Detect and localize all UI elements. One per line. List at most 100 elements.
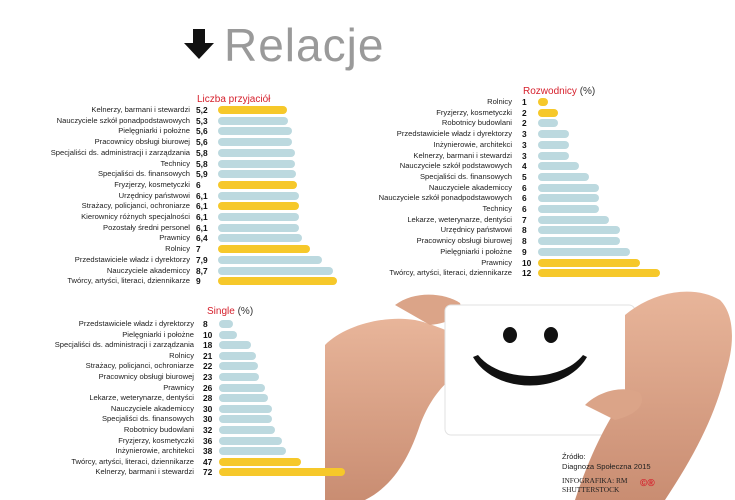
data-label: 12 (522, 268, 532, 279)
category-label: Specjaliści ds. administracji i zarządza… (50, 147, 190, 157)
category-label: Technicy (160, 158, 190, 168)
bar (219, 330, 237, 339)
category-label: Nauczyciele szkół ponadpodstawowych (378, 193, 512, 203)
data-label: 7 (196, 244, 201, 255)
bar (218, 170, 296, 179)
category-label: Pracownicy obsługi biurowej (94, 137, 190, 147)
credit-infographic: INFOGRAFIKA: RM (562, 476, 628, 485)
chart-title: Rozwodnicy (%) (523, 86, 595, 97)
source-name: Diagnoza Społeczna 2015 (562, 462, 651, 471)
data-label: 6,1 (196, 222, 208, 233)
arrow-down-icon (184, 29, 214, 59)
bar (538, 162, 579, 171)
category-label: Przedstawiciele władz i dyrektorzy (74, 254, 190, 264)
bar (219, 351, 256, 360)
bar (219, 447, 286, 456)
category-label: Prawnicy (481, 257, 512, 267)
credits: INFOGRAFIKA: RM SHUTTERSTOCK (562, 476, 628, 494)
bar (218, 191, 299, 200)
category-label: Pracownicy obsługi biurowej (416, 236, 512, 246)
data-label: 7,9 (196, 254, 208, 265)
bar (219, 426, 275, 434)
bar (538, 215, 610, 224)
category-label: Rolnicy (165, 244, 190, 254)
data-label: 6 (196, 179, 201, 190)
category-label: Specjaliści ds. finansowych (419, 171, 512, 181)
data-label: 5,6 (196, 137, 208, 148)
category-label: Pielęgniarki i położne (440, 246, 512, 256)
category-label: Kierownicy różnych specjalności (81, 212, 190, 221)
data-label: 6,1 (196, 201, 208, 212)
data-label: 8 (522, 225, 527, 236)
bar (538, 269, 661, 278)
data-label: 6,1 (196, 190, 208, 201)
bar (218, 106, 287, 114)
data-label: 2 (522, 118, 527, 129)
bar (218, 277, 337, 286)
bar (538, 205, 600, 213)
category-label: Inżynierowie, architekci (115, 446, 195, 456)
chart-title-text: Liczba przyjaciół (197, 94, 271, 105)
data-label: 5,2 (196, 105, 208, 115)
smiley-icon (473, 327, 587, 386)
category-label: Twórcy, artyści, literaci, dziennikarze (71, 456, 194, 466)
bar (219, 383, 265, 392)
bar (219, 457, 302, 466)
category-label: Nauczyciele akademiccy (106, 265, 190, 275)
data-label: 26 (203, 382, 213, 393)
bar (538, 172, 589, 181)
bar (538, 247, 630, 256)
category-label: Fryzjerzy, kosmetyczki (114, 179, 190, 189)
category-label: Rolnicy (169, 350, 194, 360)
category-label: Kelnerzy, barmani i stewardzi (95, 467, 194, 477)
category-label: Specjaliści ds. finansowych (97, 169, 190, 179)
category-label: Pracownicy obsługi biurowej (98, 372, 194, 381)
bar (538, 119, 559, 128)
category-label: Nauczyciele akademiccy (110, 403, 194, 413)
data-label: 32 (203, 425, 213, 435)
data-label: 8,7 (196, 265, 208, 276)
category-label: Urzędnicy państwowi (440, 225, 512, 235)
category-label: Specjaliści ds. administracji i zarządza… (54, 340, 194, 350)
data-label: 5,9 (196, 169, 208, 180)
bar (219, 415, 272, 424)
data-label: 8 (203, 319, 208, 329)
category-label: Pielęgniarki i położne (122, 329, 194, 339)
bar (218, 213, 299, 221)
data-label: 10 (203, 329, 213, 340)
data-label: 1 (522, 97, 527, 107)
data-label: 36 (203, 435, 213, 446)
category-label: Prawnicy (163, 382, 194, 392)
bar (218, 159, 295, 168)
bar (218, 116, 288, 125)
cc-icon: ©® (640, 478, 655, 489)
source-label: Źródło: (562, 452, 586, 461)
category-label: Nauczyciele szkół ponadpodstawowych (56, 115, 190, 125)
bar (218, 148, 295, 157)
data-label: 8 (522, 236, 527, 247)
bar (538, 140, 569, 149)
category-label: Nauczyciele akademiccy (428, 182, 512, 192)
bar (538, 226, 620, 235)
data-label: 10 (522, 257, 532, 268)
bar (219, 468, 345, 477)
category-label: Przedstawiciele władz i dyrektorzy (396, 129, 512, 139)
category-label: Pozostały średni personel (103, 222, 190, 232)
data-label: 21 (203, 350, 213, 361)
infographic-title: Relacje (180, 18, 384, 72)
data-label: 6,1 (196, 212, 208, 222)
category-label: Technicy (482, 204, 512, 213)
data-label: 5,8 (196, 147, 208, 158)
bar (538, 258, 640, 267)
data-label: 5,8 (196, 158, 208, 169)
bar (538, 194, 600, 203)
data-label: 3 (522, 150, 527, 161)
data-label: 18 (203, 340, 213, 351)
bar (219, 362, 258, 371)
category-label: Przedstawiciele władz i dyrektorzy (78, 319, 194, 328)
data-label: 22 (203, 361, 213, 372)
chart-unit: (%) (576, 86, 596, 97)
category-label: Kelnerzy, barmani i stewardzi (413, 150, 512, 160)
bar (538, 183, 600, 192)
data-label: 6 (522, 193, 527, 204)
